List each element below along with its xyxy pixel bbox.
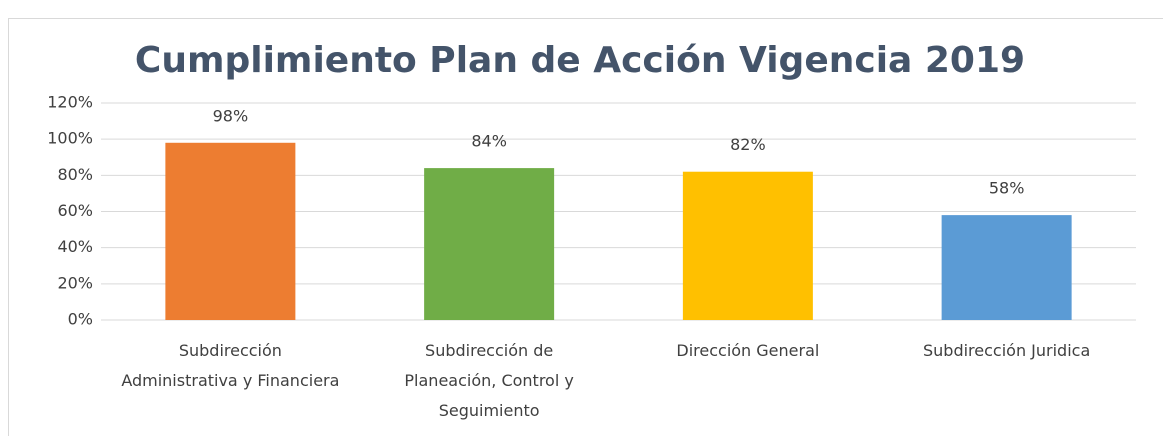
chart-border	[8, 18, 1163, 436]
bar	[682, 171, 813, 320]
y-tick-label: 80%	[57, 165, 93, 184]
bar	[165, 142, 296, 320]
value-label: 82%	[730, 135, 766, 154]
x-tick-label: Dirección General	[676, 341, 820, 360]
bar	[424, 168, 555, 320]
y-tick-label: 120%	[47, 93, 93, 112]
value-label: 58%	[989, 179, 1025, 198]
y-tick-label: 20%	[57, 273, 93, 292]
x-tick-label: Subdirección de Planeación, Control y Se…	[404, 341, 574, 420]
value-label: 98%	[213, 106, 249, 125]
y-tick-label: 60%	[57, 201, 93, 220]
x-tick-label: Subdirección Administrativa y Financiera	[121, 341, 340, 390]
y-tick-label: 40%	[57, 237, 93, 256]
bar	[941, 215, 1072, 320]
y-tick-label: 100%	[47, 129, 93, 148]
x-tick-label: Subdirección Juridica	[922, 341, 1091, 360]
y-tick-label: 0%	[68, 310, 93, 329]
value-label: 84%	[471, 132, 507, 151]
chart-title: Cumplimiento Plan de Acción Vigencia 201…	[135, 40, 1025, 81]
